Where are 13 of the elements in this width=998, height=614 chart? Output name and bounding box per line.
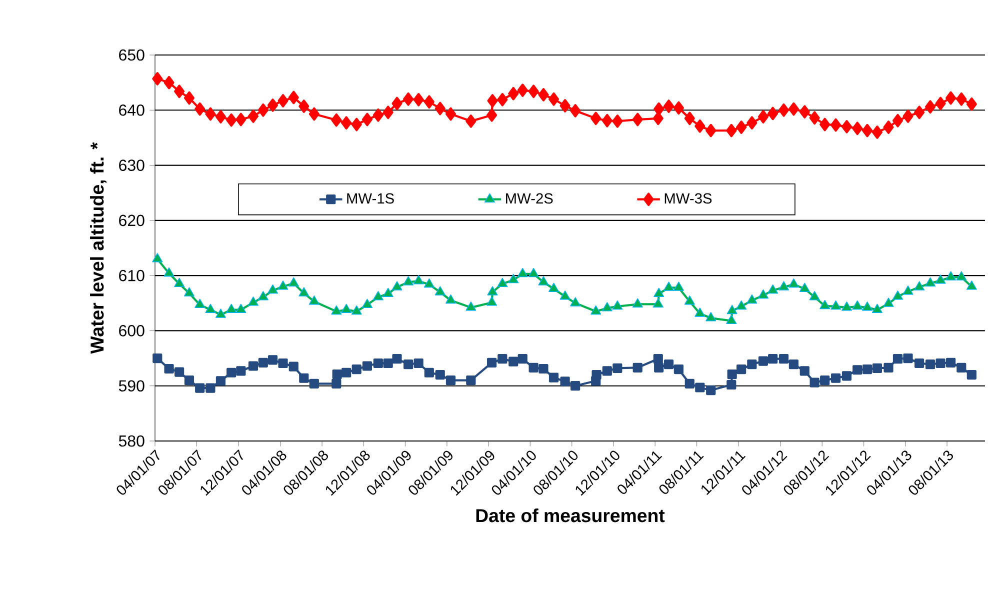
y-tick-label: 590 [118,380,144,392]
y-axis-title: Water level altitude, ft. * [90,142,106,354]
legend-label: MW-2S [506,193,553,204]
y-tick-label: 640 [119,104,144,116]
y-tick-label: 600 [119,325,144,336]
x-axis-title: Date of measurement [476,508,665,522]
y-tick-label: 650 [119,49,144,61]
y-tick-label: 620 [119,214,144,226]
y-tick-label: 580 [118,435,144,447]
y-tick-label: 610 [119,270,144,282]
y-tick-label: 630 [119,160,144,171]
legend-label: MW-1S [347,193,394,204]
legend-label: MW-3S [664,193,712,204]
